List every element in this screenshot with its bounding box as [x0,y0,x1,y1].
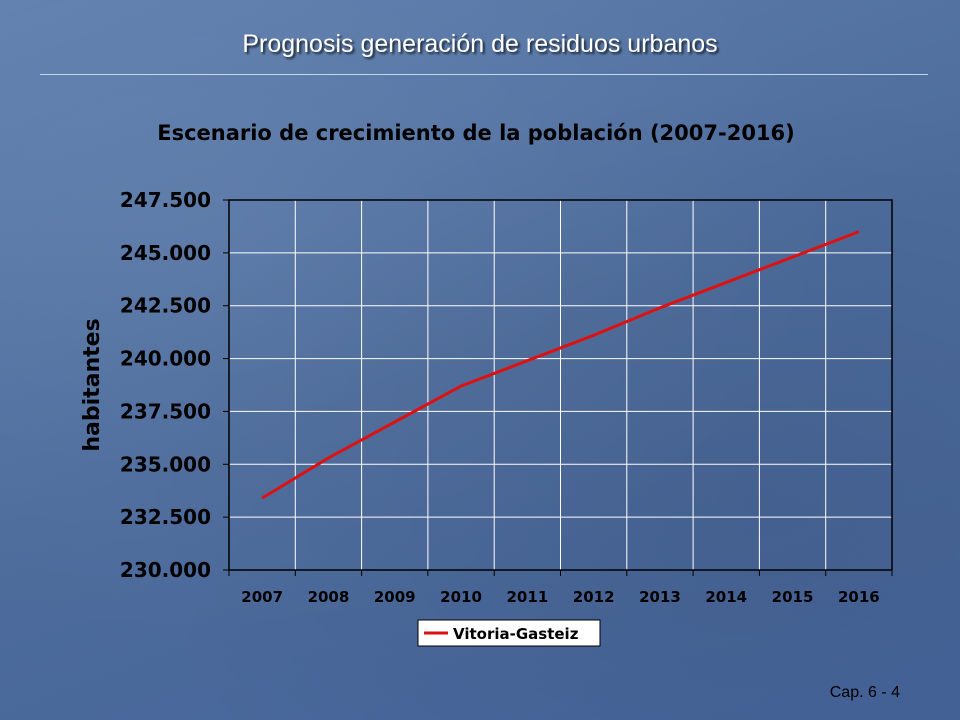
x-tick-label: 2008 [308,588,350,606]
y-tick-label: 240.000 [120,347,211,371]
x-tick-label: 2013 [639,588,681,606]
y-tick-label: 232.500 [120,505,211,529]
x-tick-label: 2012 [573,588,615,606]
y-tick-label: 235.000 [120,452,211,476]
legend-item-label: Vitoria-Gasteiz [453,625,579,643]
x-tick-label: 2015 [772,588,814,606]
legend-box [417,619,601,647]
chart-title: Escenario de crecimiento de la población… [157,121,795,145]
y-tick-label: 247.500 [120,188,211,212]
y-tick-label: 230.000 [120,558,211,582]
x-tick-label: 2007 [241,588,283,606]
x-tick-label: 2010 [440,588,482,606]
y-tick-label: 242.500 [120,294,211,318]
x-tick-label: 2014 [705,588,747,606]
x-tick-label: 2009 [374,588,416,606]
title-divider [40,74,928,75]
x-tick-label: 2011 [506,588,548,606]
slide-title: Prognosis generación de residuos urbanos [242,30,718,58]
slide-number: Cap. 6 - 4 [830,684,900,701]
y-axis-label: habitantes [80,318,105,451]
y-tick-label: 245.000 [120,241,211,265]
series-line-vitoria-gasteiz [261,230,860,500]
y-tick-label: 237.500 [120,399,211,423]
legend: Vitoria-Gasteiz [417,619,601,647]
plot-area: 230.000 232.500 235.000 237.500 240.000 242.5… [120,188,893,606]
x-tick-label: 2016 [838,588,880,606]
